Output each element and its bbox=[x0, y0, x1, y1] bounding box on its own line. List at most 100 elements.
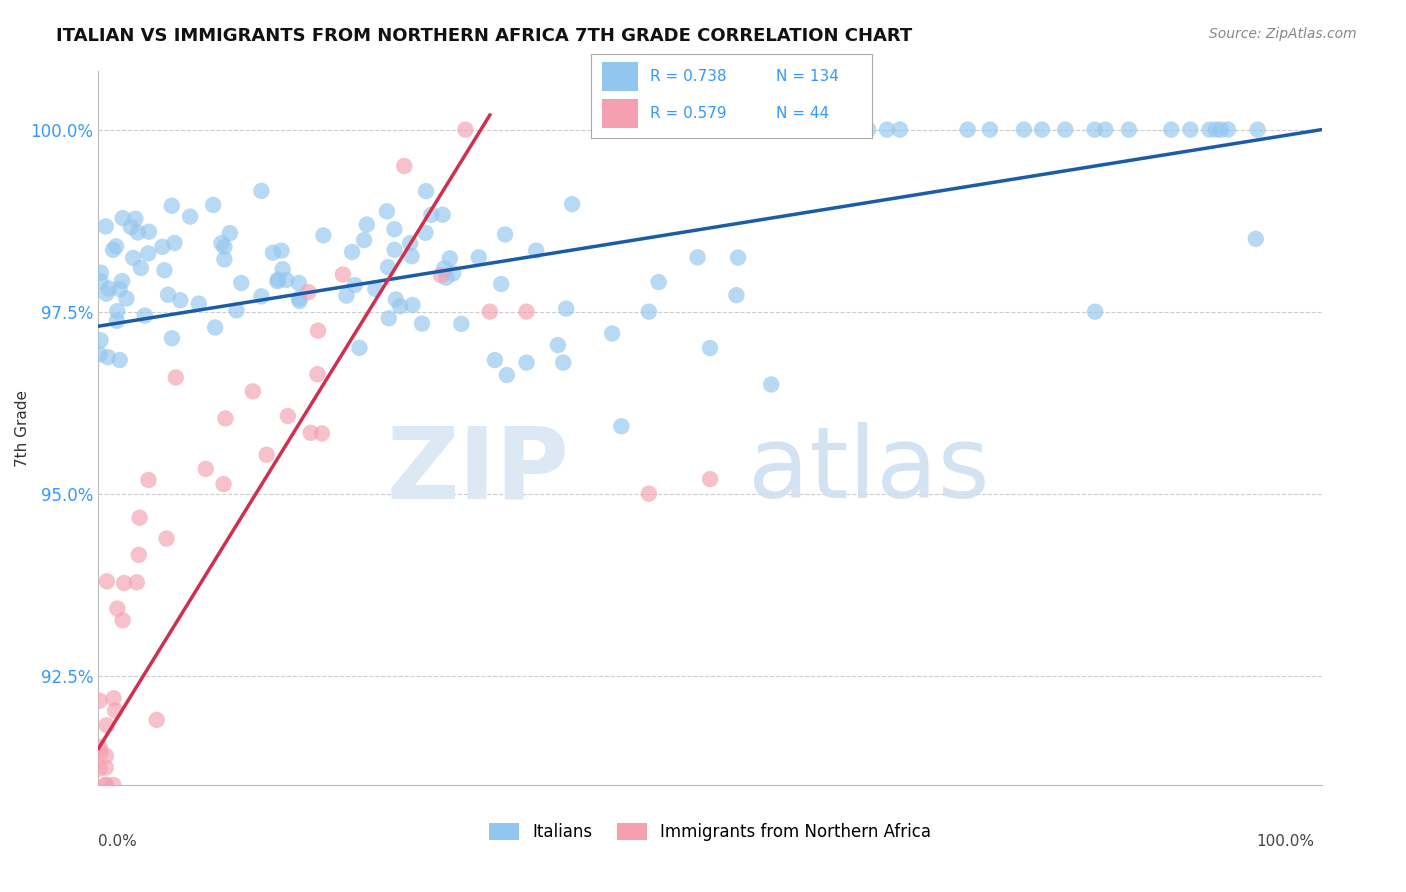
Point bbox=[349, 341, 371, 355]
Point bbox=[356, 218, 378, 232]
Point bbox=[727, 251, 749, 265]
Point bbox=[94, 219, 117, 234]
Y-axis label: 7th Grade: 7th Grade bbox=[14, 390, 30, 467]
Point bbox=[432, 208, 454, 222]
Point bbox=[212, 477, 235, 491]
Point bbox=[491, 277, 513, 291]
Point bbox=[686, 250, 709, 264]
Point bbox=[105, 239, 128, 253]
Point bbox=[211, 236, 233, 251]
Point bbox=[108, 282, 131, 296]
Text: 100.0%: 100.0% bbox=[1257, 834, 1315, 849]
Point bbox=[335, 288, 357, 302]
Point bbox=[1244, 232, 1267, 246]
Point bbox=[699, 472, 721, 486]
Point bbox=[553, 356, 575, 370]
Point bbox=[105, 601, 128, 615]
Point bbox=[231, 276, 253, 290]
Point bbox=[343, 278, 366, 293]
Legend: Italians, Immigrants from Northern Africa: Italians, Immigrants from Northern Afric… bbox=[482, 816, 938, 848]
Point bbox=[288, 292, 311, 306]
Text: N = 134: N = 134 bbox=[776, 69, 839, 84]
Point bbox=[277, 409, 299, 423]
Point bbox=[759, 122, 782, 136]
Point bbox=[979, 122, 1001, 136]
Point bbox=[105, 304, 128, 318]
Point bbox=[138, 225, 160, 239]
Point bbox=[637, 486, 661, 500]
Point bbox=[96, 718, 118, 732]
Point bbox=[266, 274, 288, 288]
Point bbox=[332, 268, 354, 282]
Point bbox=[136, 246, 159, 260]
Point bbox=[127, 226, 149, 240]
Point bbox=[89, 333, 111, 347]
Point bbox=[1012, 122, 1035, 136]
Point bbox=[179, 210, 201, 224]
Point bbox=[384, 222, 406, 236]
Point bbox=[433, 261, 456, 276]
Point bbox=[270, 244, 292, 258]
Point bbox=[214, 240, 236, 254]
Point bbox=[89, 347, 111, 361]
Point bbox=[547, 338, 569, 352]
Point bbox=[297, 285, 319, 299]
Point bbox=[103, 691, 125, 706]
Point bbox=[105, 314, 128, 328]
Point bbox=[111, 211, 134, 225]
Point bbox=[111, 613, 134, 627]
Point bbox=[96, 286, 118, 301]
Point bbox=[699, 341, 721, 355]
Point bbox=[1246, 122, 1268, 136]
Bar bbox=[602, 62, 638, 91]
Point bbox=[124, 211, 146, 226]
Point bbox=[889, 122, 911, 136]
Text: atlas: atlas bbox=[748, 423, 990, 519]
Point bbox=[392, 159, 416, 173]
Point bbox=[1118, 122, 1140, 136]
Point bbox=[524, 244, 547, 258]
Point bbox=[1084, 122, 1107, 136]
Point bbox=[377, 260, 399, 275]
Point bbox=[165, 370, 187, 384]
Point bbox=[307, 368, 329, 382]
Point bbox=[256, 448, 278, 462]
Point bbox=[163, 235, 186, 250]
Point bbox=[340, 244, 363, 259]
Text: R = 0.579: R = 0.579 bbox=[650, 106, 725, 121]
Point bbox=[468, 250, 491, 264]
Point bbox=[399, 236, 422, 251]
Text: N = 44: N = 44 bbox=[776, 106, 830, 121]
Point bbox=[610, 419, 633, 434]
Point bbox=[401, 249, 423, 263]
Point bbox=[267, 272, 290, 286]
Point bbox=[218, 226, 240, 240]
Point bbox=[152, 240, 174, 254]
Point bbox=[242, 384, 264, 399]
Point bbox=[1209, 122, 1232, 136]
Point bbox=[1054, 122, 1077, 136]
Point bbox=[450, 317, 472, 331]
Point bbox=[600, 326, 623, 341]
Point bbox=[299, 425, 322, 440]
Point bbox=[155, 532, 177, 546]
Point bbox=[494, 227, 516, 242]
Text: 0.0%: 0.0% bbox=[98, 834, 138, 849]
Point bbox=[385, 293, 408, 307]
Point bbox=[204, 320, 226, 334]
Point bbox=[725, 288, 748, 302]
Point bbox=[134, 309, 156, 323]
Point bbox=[1198, 122, 1220, 136]
Point bbox=[411, 317, 433, 331]
Point bbox=[495, 368, 517, 382]
Point bbox=[128, 548, 150, 562]
Point bbox=[271, 262, 294, 277]
Text: R = 0.738: R = 0.738 bbox=[650, 69, 725, 84]
Point bbox=[375, 204, 398, 219]
Point bbox=[401, 298, 423, 312]
Point bbox=[439, 252, 461, 266]
Point bbox=[89, 762, 111, 776]
Point bbox=[94, 778, 117, 792]
Point bbox=[389, 299, 412, 313]
Point bbox=[160, 331, 183, 345]
